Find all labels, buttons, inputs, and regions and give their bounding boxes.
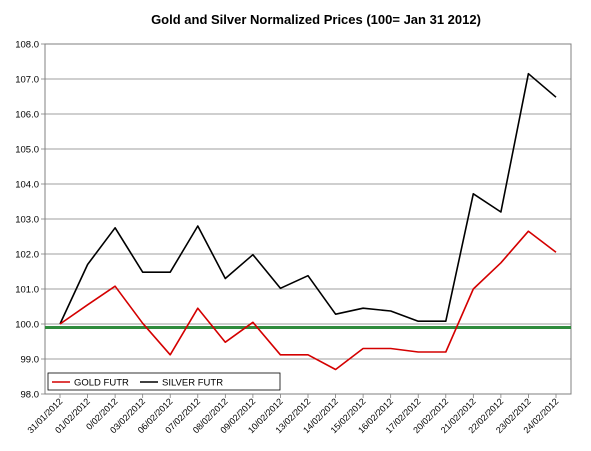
- y-tick-label: 101.0: [15, 285, 39, 296]
- grid-lines: [45, 43, 571, 395]
- series-lines: [59, 72, 557, 371]
- x-axis: 31/01/201201/02/20120/02/201203/02/20120…: [25, 394, 560, 435]
- y-tick-label: 103.0: [15, 215, 39, 226]
- y-tick-label: 100.0: [15, 320, 39, 331]
- y-tick-label: 98.0: [21, 390, 40, 401]
- y-tick-label: 107.0: [15, 75, 39, 86]
- y-tick-label: 106.0: [15, 110, 39, 121]
- y-tick-label: 105.0: [15, 145, 39, 156]
- gold-series-line: [59, 230, 557, 371]
- y-axis: 98.0 99.0 100.0 101.0 102.0 103.0 104.0 105.0 10…: [15, 40, 45, 401]
- y-tick-label: 104.0: [15, 180, 39, 191]
- y-tick-label: 102.0: [15, 250, 39, 261]
- silver-series-line: [59, 72, 557, 325]
- chart-title: Gold and Silver Normalized Prices (100= …: [151, 12, 481, 27]
- legend-gold-label: GOLD FUTR: [74, 378, 129, 389]
- legend-box: [47, 372, 281, 391]
- legend-silver-label: SILVER FUTR: [162, 378, 223, 389]
- y-tick-label: 108.0: [15, 40, 39, 51]
- y-tick-label: 99.0: [21, 355, 40, 366]
- legend: GOLD FUTR SILVER FUTR: [47, 372, 281, 391]
